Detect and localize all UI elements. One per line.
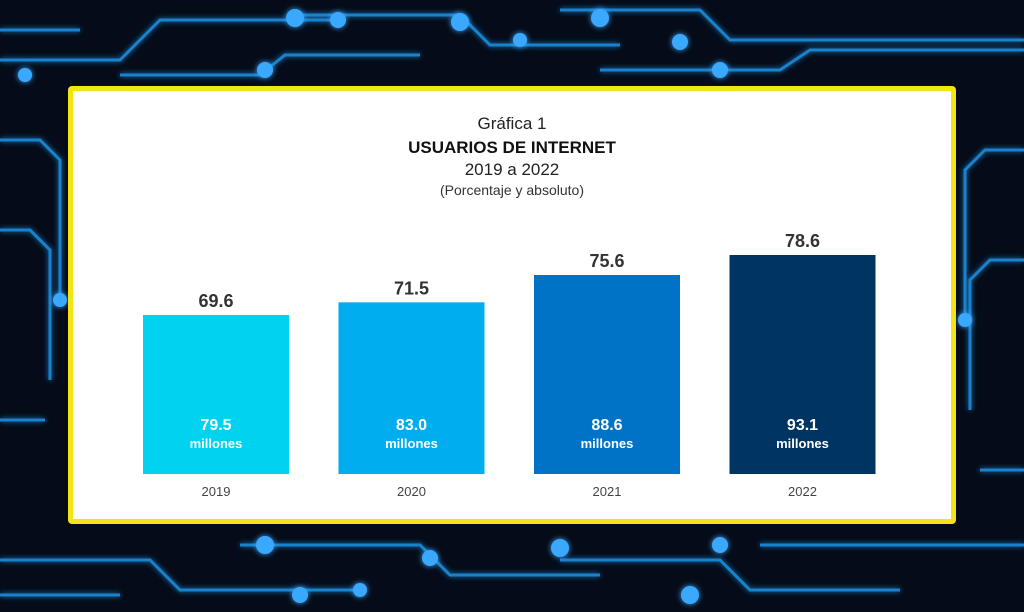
absolute-value-2019: 79.5 bbox=[200, 417, 231, 434]
absolute-value-2020: 83.0 bbox=[396, 417, 427, 434]
value-label-2022: 78.6 bbox=[785, 231, 820, 251]
chart-title: USUARIOS DE INTERNET bbox=[408, 138, 616, 157]
x-tick-label-2022: 2022 bbox=[788, 484, 817, 499]
bar-2019 bbox=[143, 315, 289, 474]
bar-2020 bbox=[338, 302, 485, 474]
bar-2022 bbox=[729, 255, 876, 474]
x-tick-label-2021: 2021 bbox=[593, 484, 622, 499]
x-tick-label-2020: 2020 bbox=[397, 484, 426, 499]
x-tick-label-2019: 2019 bbox=[202, 484, 231, 499]
absolute-unit-2019: millones bbox=[190, 436, 243, 451]
value-label-2020: 71.5 bbox=[394, 278, 429, 298]
absolute-value-2021: 88.6 bbox=[591, 417, 622, 434]
chart-label: Gráfica 1 bbox=[478, 114, 547, 133]
chart-note: (Porcentaje y absoluto) bbox=[440, 182, 584, 198]
value-label-2021: 75.6 bbox=[589, 251, 624, 271]
bar-chart: Gráfica 1 USUARIOS DE INTERNET 2019 a 20… bbox=[143, 114, 876, 499]
value-label-2019: 69.6 bbox=[198, 291, 233, 311]
chart-panel: Gráfica 1 USUARIOS DE INTERNET 2019 a 20… bbox=[68, 86, 956, 524]
chart-subtitle: 2019 a 2022 bbox=[465, 160, 560, 179]
absolute-unit-2022: millones bbox=[776, 436, 829, 451]
bar-2021 bbox=[534, 275, 680, 474]
absolute-unit-2020: millones bbox=[385, 436, 438, 451]
absolute-unit-2021: millones bbox=[581, 436, 634, 451]
absolute-value-2022: 93.1 bbox=[787, 417, 818, 434]
